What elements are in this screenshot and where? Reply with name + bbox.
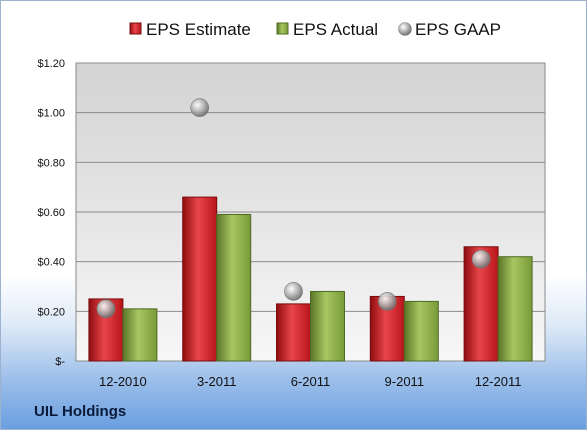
legend-label: EPS Actual xyxy=(293,20,378,39)
point-eps-gaap xyxy=(377,292,397,311)
legend-swatch xyxy=(276,22,289,35)
x-tick-label: 9-2011 xyxy=(385,374,425,389)
bar-eps-actual xyxy=(122,308,158,362)
legend-marker xyxy=(398,22,412,36)
y-tick-label: $- xyxy=(55,356,65,368)
bar-eps-actual xyxy=(497,256,533,362)
point-eps-gaap xyxy=(471,249,491,269)
x-tick-label: 3-2011 xyxy=(197,374,237,389)
bar-eps-estimate xyxy=(182,196,218,362)
y-tick-label: $0.20 xyxy=(37,306,65,318)
legend-label: EPS GAAP xyxy=(415,20,501,39)
company-label: UIL Holdings xyxy=(34,403,127,420)
point-eps-gaap xyxy=(96,299,116,319)
point-eps-gaap xyxy=(284,282,303,301)
y-tick-label: $0.80 xyxy=(37,157,65,169)
point-eps-gaap xyxy=(190,98,209,117)
legend-label: EPS Estimate xyxy=(146,20,251,39)
bar-eps-estimate xyxy=(276,303,311,362)
y-tick-label: $0.40 xyxy=(37,257,65,269)
y-tick-label: $1.20 xyxy=(37,58,65,70)
bar-eps-actual xyxy=(403,300,439,362)
x-tick-label: 12-2010 xyxy=(99,374,147,389)
x-tick-label: 12-2011 xyxy=(475,374,522,389)
x-tick-label: 6-2011 xyxy=(291,374,331,389)
y-tick-label: $1.00 xyxy=(37,108,65,120)
bar-eps-actual xyxy=(310,290,345,362)
bar-eps-actual xyxy=(216,213,252,362)
y-tick-label: $0.60 xyxy=(37,207,65,219)
legend-swatch xyxy=(129,22,142,35)
